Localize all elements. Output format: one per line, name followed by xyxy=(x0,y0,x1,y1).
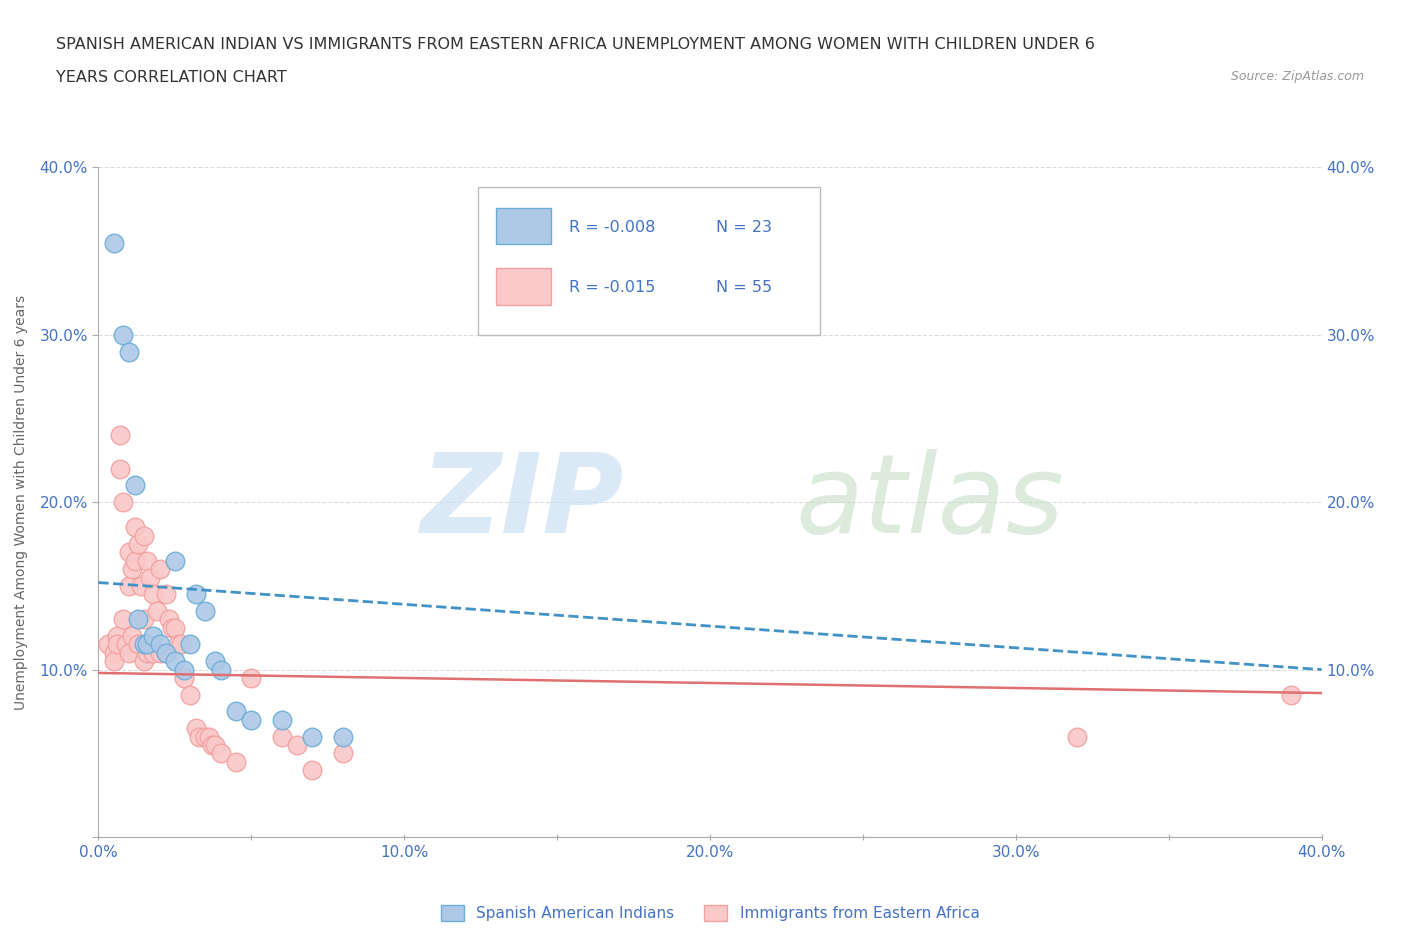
Point xyxy=(197,729,219,744)
Point xyxy=(129,578,152,593)
Point xyxy=(118,578,141,593)
Point xyxy=(1066,729,1088,744)
Point xyxy=(103,235,125,250)
Point xyxy=(118,545,141,560)
FancyBboxPatch shape xyxy=(496,268,551,305)
Point xyxy=(124,478,146,493)
Point xyxy=(179,687,201,702)
Point xyxy=(1279,687,1302,702)
Point xyxy=(111,327,134,342)
Point xyxy=(209,662,232,677)
Point xyxy=(167,637,190,652)
Point xyxy=(136,637,159,652)
Point xyxy=(160,620,183,635)
Point xyxy=(121,629,143,644)
Point xyxy=(332,746,354,761)
Point xyxy=(149,637,172,652)
Text: R = -0.008: R = -0.008 xyxy=(569,220,655,235)
Point xyxy=(200,737,222,752)
Point xyxy=(134,612,156,627)
Point xyxy=(127,537,149,551)
Point xyxy=(118,344,141,359)
Point xyxy=(163,654,186,669)
Point xyxy=(163,553,186,568)
Point xyxy=(111,495,134,510)
Point xyxy=(301,729,323,744)
Point xyxy=(225,754,247,769)
Point xyxy=(157,612,180,627)
Point xyxy=(108,461,131,476)
Point xyxy=(105,629,128,644)
Point xyxy=(270,712,292,727)
Point xyxy=(163,620,186,635)
Point xyxy=(118,645,141,660)
FancyBboxPatch shape xyxy=(496,207,551,245)
Point xyxy=(194,729,217,744)
Point xyxy=(111,612,134,627)
Point xyxy=(124,553,146,568)
Point xyxy=(240,671,263,685)
Point xyxy=(285,737,308,752)
Point xyxy=(124,520,146,535)
Point xyxy=(209,746,232,761)
Point xyxy=(115,637,138,652)
Point xyxy=(121,562,143,577)
Point xyxy=(170,637,193,652)
Point xyxy=(105,637,128,652)
Point xyxy=(97,637,120,652)
Point xyxy=(127,612,149,627)
Text: N = 23: N = 23 xyxy=(716,220,772,235)
Point xyxy=(240,712,263,727)
Point xyxy=(155,645,177,660)
Text: atlas: atlas xyxy=(796,448,1064,556)
Point xyxy=(225,704,247,719)
Point xyxy=(194,604,217,618)
Text: N = 55: N = 55 xyxy=(716,281,772,296)
Legend: Spanish American Indians, Immigrants from Eastern Africa: Spanish American Indians, Immigrants fro… xyxy=(440,905,980,921)
Point xyxy=(332,729,354,744)
Point xyxy=(142,645,165,660)
Y-axis label: Unemployment Among Women with Children Under 6 years: Unemployment Among Women with Children U… xyxy=(14,295,28,710)
Point xyxy=(204,654,226,669)
Text: R = -0.015: R = -0.015 xyxy=(569,281,655,296)
Point xyxy=(179,637,201,652)
Point xyxy=(149,562,172,577)
Text: ZIP: ZIP xyxy=(420,448,624,556)
Point xyxy=(136,553,159,568)
Point xyxy=(173,671,195,685)
Text: SPANISH AMERICAN INDIAN VS IMMIGRANTS FROM EASTERN AFRICA UNEMPLOYMENT AMONG WOM: SPANISH AMERICAN INDIAN VS IMMIGRANTS FR… xyxy=(56,37,1095,52)
Point xyxy=(136,645,159,660)
Text: Source: ZipAtlas.com: Source: ZipAtlas.com xyxy=(1230,70,1364,83)
Point xyxy=(204,737,226,752)
Point xyxy=(134,528,156,543)
Point xyxy=(173,662,195,677)
Point xyxy=(134,637,156,652)
Point xyxy=(186,721,208,736)
Point xyxy=(134,654,156,669)
Point xyxy=(142,587,165,602)
Point xyxy=(270,729,292,744)
Point xyxy=(155,587,177,602)
Point xyxy=(139,570,162,585)
Point xyxy=(103,645,125,660)
Point xyxy=(155,645,177,660)
Point xyxy=(108,428,131,443)
Point xyxy=(145,604,167,618)
Point xyxy=(188,729,211,744)
Point xyxy=(301,763,323,777)
Point xyxy=(142,629,165,644)
Text: YEARS CORRELATION CHART: YEARS CORRELATION CHART xyxy=(56,70,287,85)
Point xyxy=(186,587,208,602)
Point xyxy=(149,645,172,660)
FancyBboxPatch shape xyxy=(478,188,820,335)
Point xyxy=(103,654,125,669)
Point xyxy=(127,637,149,652)
